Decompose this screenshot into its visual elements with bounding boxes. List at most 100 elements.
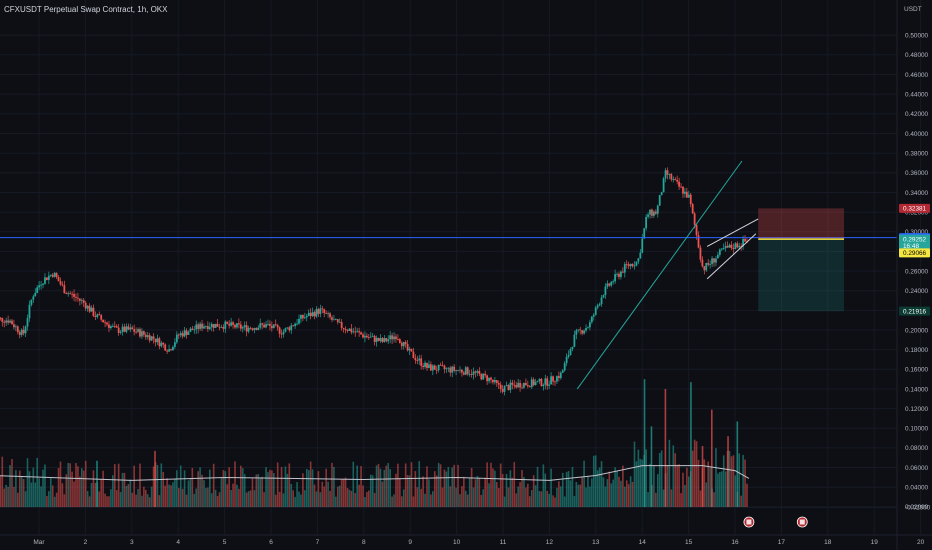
- candle-body: [218, 326, 221, 328]
- candle-body: [716, 254, 719, 259]
- candle-body: [98, 314, 101, 316]
- volume-bar: [127, 484, 130, 507]
- time-tick-label: 9: [408, 539, 412, 546]
- volume-bar: [404, 463, 407, 507]
- volume-bar: [707, 461, 709, 507]
- volume-bar: [338, 485, 341, 507]
- volume-bar: [220, 477, 223, 507]
- volume-bar: [519, 482, 521, 507]
- volume-bar: [624, 486, 626, 507]
- volume-bar: [583, 460, 585, 507]
- candle-body: [513, 384, 516, 386]
- candle-body: [67, 293, 70, 295]
- candle-body: [400, 342, 403, 347]
- volume-bar: [693, 439, 696, 507]
- candle-body: [449, 367, 452, 373]
- volume-bar: [156, 464, 159, 507]
- wedge-upper-line[interactable]: [706, 218, 759, 247]
- candle-body: [726, 245, 729, 248]
- candle-body: [61, 284, 64, 286]
- drawing-layer[interactable]: [0, 160, 897, 528]
- volume-bar: [525, 487, 527, 507]
- candle-body: [141, 331, 143, 337]
- candle-body: [346, 330, 349, 331]
- volume-bar: [459, 494, 461, 507]
- price-tick-label: 0.26000: [905, 268, 929, 275]
- time-tick-label: 17: [778, 539, 786, 546]
- volume-bar: [480, 495, 483, 507]
- volume-bar: [530, 490, 533, 507]
- candle-body: [373, 335, 376, 342]
- volume-bar: [104, 493, 106, 507]
- price-tick-label: 0.10000: [905, 426, 929, 433]
- candle-body: [620, 271, 622, 277]
- candle-body: [251, 328, 254, 330]
- volume-bar: [294, 496, 296, 507]
- candle-body: [433, 365, 436, 370]
- candle-body: [616, 273, 618, 275]
- price-axis-currency: USDT: [904, 6, 922, 13]
- volume-bar: [598, 467, 601, 507]
- volume-bar: [561, 472, 564, 507]
- candle-body: [658, 195, 661, 206]
- volume-bar: [587, 476, 589, 507]
- volume-bar: [618, 476, 620, 507]
- volume-bar: [272, 473, 275, 507]
- volume-spike: [690, 382, 692, 507]
- candle-body: [30, 299, 33, 305]
- volume-bar: [408, 475, 411, 507]
- price-tick-label: 0.46000: [905, 72, 929, 79]
- volume-bar: [102, 470, 104, 507]
- volume-bar: [513, 462, 516, 507]
- candle-body: [123, 326, 126, 332]
- volume-bar: [302, 473, 304, 507]
- volume-bar: [678, 464, 680, 507]
- candle-body: [377, 337, 380, 341]
- candle-body: [654, 211, 657, 214]
- candle-body: [459, 369, 461, 371]
- volume-bar: [207, 487, 209, 507]
- time-tick-label: 13: [592, 539, 600, 546]
- volume-bar: [174, 478, 176, 507]
- candle-body: [497, 383, 500, 385]
- trend-up-line[interactable]: [576, 160, 743, 390]
- candle-body: [521, 387, 523, 389]
- volume-bar: [705, 482, 708, 507]
- position-risk-zone[interactable]: [758, 208, 845, 240]
- candle-body: [594, 307, 597, 315]
- volume-bar: [117, 463, 120, 507]
- candle-body: [181, 333, 184, 337]
- candle-body: [183, 330, 186, 337]
- candle-body: [641, 238, 644, 253]
- time-axis[interactable]: Mar 2 3 4 5 6 7 8 9 10 11 12 13 14 15 16 17 18 19 20: [0, 534, 932, 546]
- volume-bar: [18, 470, 21, 507]
- volume-bar: [48, 491, 50, 507]
- candle-body: [600, 297, 603, 305]
- candle-body: [505, 385, 508, 387]
- candle-body: [106, 322, 108, 325]
- position-reward-zone[interactable]: [758, 239, 845, 312]
- candle-body: [519, 382, 521, 388]
- volume-bar: [57, 468, 60, 507]
- candle-body: [267, 323, 269, 325]
- volume-bar: [641, 459, 644, 507]
- volume-bar: [742, 454, 744, 507]
- volume-bar: [65, 474, 68, 507]
- volume-bar: [51, 485, 54, 507]
- candle-body: [569, 349, 572, 356]
- volume-bar: [176, 470, 178, 507]
- volume-bar: [672, 445, 675, 507]
- volume-bar: [375, 465, 378, 507]
- candle-body: [342, 328, 345, 329]
- time-tick-label: 6: [269, 539, 273, 546]
- volume-bar: [94, 482, 97, 507]
- candle-body: [666, 170, 669, 175]
- price-badge: [899, 248, 930, 258]
- volume-bar: [214, 489, 217, 507]
- price-tick-label: 0.20000: [905, 327, 929, 334]
- volume-bar: [523, 476, 525, 507]
- volume-bar: [63, 494, 66, 507]
- wedge-lower-line[interactable]: [706, 233, 757, 280]
- volume-bars: [0, 379, 750, 507]
